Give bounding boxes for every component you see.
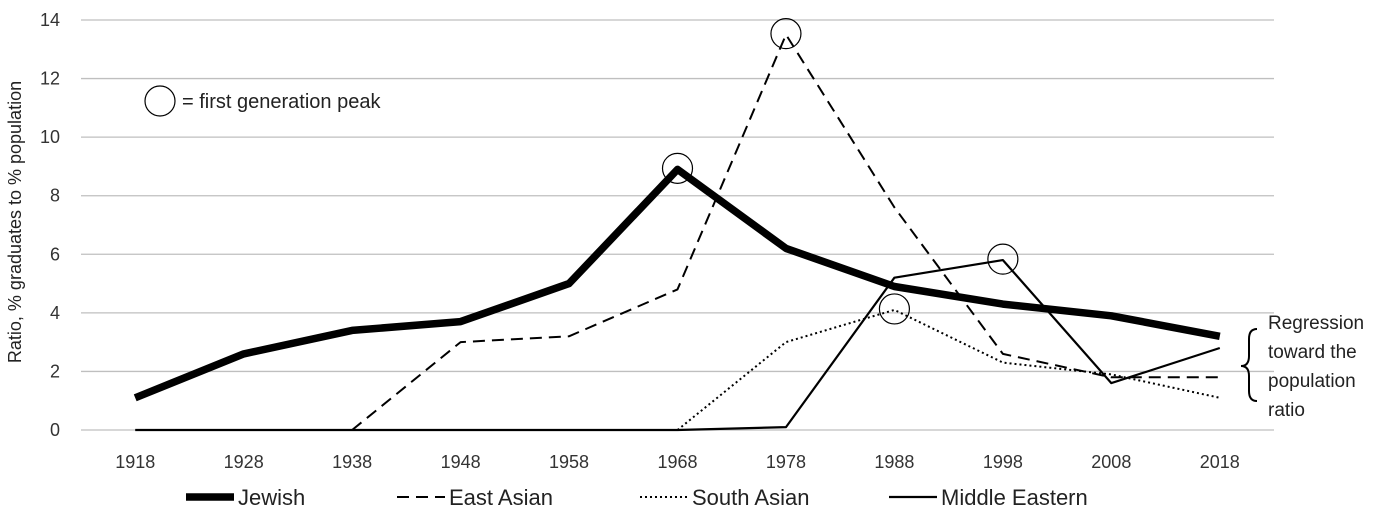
y-axis-label: Ratio, % graduates to % population — [5, 81, 25, 363]
y-tick-label: 10 — [40, 127, 60, 147]
legend-label: Jewish — [238, 485, 305, 510]
y-tick-label: 8 — [50, 186, 60, 206]
series-line-jewish — [133, 165, 1221, 402]
x-tick-label: 1988 — [874, 452, 914, 472]
series-line-middle-eastern — [135, 259, 1221, 432]
legend-label: Middle Eastern — [941, 485, 1088, 510]
regression-note-line: Regression — [1268, 313, 1364, 334]
x-tick-label: 2008 — [1091, 452, 1131, 472]
series-lines — [133, 33, 1221, 432]
x-tick-label: 1918 — [115, 452, 155, 472]
regression-note-line: toward the — [1268, 342, 1357, 363]
x-tick-label: 1978 — [766, 452, 806, 472]
series-line-south-asian — [676, 308, 1221, 431]
x-tick-label: 1958 — [549, 452, 589, 472]
peak-marker-jewish — [661, 152, 694, 184]
legend-label: South Asian — [692, 485, 809, 510]
regression-bracket — [1240, 328, 1258, 402]
y-tick-label: 12 — [40, 69, 60, 89]
y-tick-label: 6 — [50, 244, 60, 264]
regression-note-line: ratio — [1268, 400, 1305, 421]
y-tick-labels: 0 2 4 6 8 10 12 14 — [40, 10, 60, 440]
x-tick-label: 1968 — [657, 452, 697, 472]
peak-legend-text: = first generation peak — [182, 91, 381, 113]
regression-note-line: population — [1268, 371, 1356, 392]
y-tick-label: 4 — [50, 303, 60, 323]
peak-marker-south-asian — [878, 293, 911, 325]
peak-marker-east-asian — [770, 18, 802, 50]
peak-legend-icon — [144, 85, 176, 117]
x-tick-label: 1938 — [332, 452, 372, 472]
regression-note: Regression toward the population ratio — [1268, 313, 1364, 421]
x-tick-labels: 1918 1928 1938 1948 1958 1968 1978 1988 1998 2008… — [115, 452, 1240, 472]
x-tick-label: 1928 — [224, 452, 264, 472]
legend-label: East Asian — [449, 485, 553, 510]
peak-markers — [661, 18, 1019, 325]
y-tick-label: 2 — [50, 361, 60, 381]
x-tick-label: 1948 — [441, 452, 481, 472]
x-tick-label: 1998 — [983, 452, 1023, 472]
peak-marker-middle-eastern — [987, 243, 1019, 275]
series-line-east-asian — [351, 33, 1220, 431]
y-tick-label: 14 — [40, 10, 60, 30]
gridlines — [81, 19, 1274, 431]
x-tick-label: 2018 — [1200, 452, 1240, 472]
legend: Jewish East Asian South Asian Middle Easter… — [186, 485, 1088, 510]
y-tick-label: 0 — [50, 420, 60, 440]
